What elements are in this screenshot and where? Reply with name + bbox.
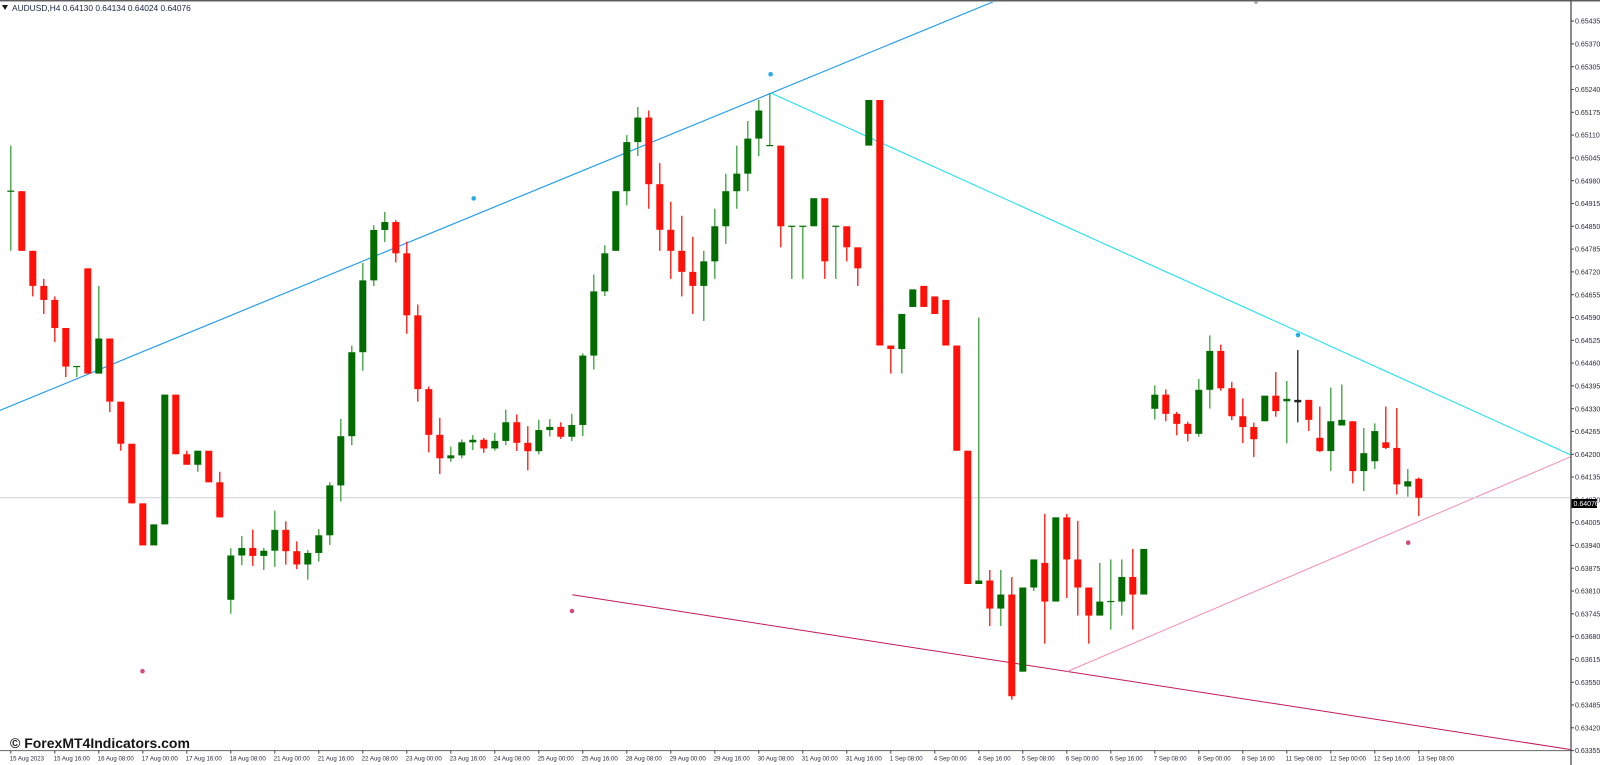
svg-text:0.63810: 0.63810 xyxy=(1575,589,1600,596)
svg-text:AUDUSD,H4 0.64130 0.64134 0.: AUDUSD,H4 0.64130 0.64134 0.64024 0.6407… xyxy=(12,3,191,13)
svg-text:12 Sep 16:00: 12 Sep 16:00 xyxy=(1374,756,1411,763)
svg-text:1 Sep 08:00: 1 Sep 08:00 xyxy=(890,756,923,763)
svg-text:0.64525: 0.64525 xyxy=(1575,338,1600,345)
svg-text:22 Aug 08:00: 22 Aug 08:00 xyxy=(362,756,399,763)
svg-text:0.64135: 0.64135 xyxy=(1575,475,1600,482)
svg-text:0.64785: 0.64785 xyxy=(1575,247,1600,254)
svg-text:12 Sep 00:00: 12 Sep 00:00 xyxy=(1330,756,1367,763)
svg-text:7 Sep 08:00: 7 Sep 08:00 xyxy=(1154,756,1187,763)
svg-text:24 Aug 08:00: 24 Aug 08:00 xyxy=(494,756,531,763)
svg-text:4 Sep 00:00: 4 Sep 00:00 xyxy=(934,756,967,763)
svg-text:0.63875: 0.63875 xyxy=(1575,566,1600,573)
svg-text:23 Aug 00:00: 23 Aug 00:00 xyxy=(406,756,443,763)
svg-text:30 Aug 08:00: 30 Aug 08:00 xyxy=(758,756,795,763)
svg-text:0.64655: 0.64655 xyxy=(1575,292,1600,299)
svg-text:17 Aug 16:00: 17 Aug 16:00 xyxy=(186,756,223,763)
svg-text:6 Sep 00:00: 6 Sep 00:00 xyxy=(1066,756,1099,763)
svg-text:0.63420: 0.63420 xyxy=(1575,725,1600,732)
svg-text:21 Aug 16:00: 21 Aug 16:00 xyxy=(318,756,355,763)
svg-text:0.65175: 0.65175 xyxy=(1575,110,1600,117)
svg-text:17 Aug 00:00: 17 Aug 00:00 xyxy=(142,756,179,763)
svg-text:15 Aug 2023: 15 Aug 2023 xyxy=(10,756,45,763)
svg-text:0.64200: 0.64200 xyxy=(1575,452,1600,459)
svg-text:16 Aug 08:00: 16 Aug 08:00 xyxy=(98,756,135,763)
svg-text:0.63680: 0.63680 xyxy=(1575,634,1600,641)
svg-text:0.65305: 0.65305 xyxy=(1575,64,1600,71)
svg-text:0.63355: 0.63355 xyxy=(1575,748,1600,755)
svg-text:0.65240: 0.65240 xyxy=(1575,87,1600,94)
svg-text:15 Aug 16:00: 15 Aug 16:00 xyxy=(54,756,91,763)
svg-text:29 Aug 00:00: 29 Aug 00:00 xyxy=(670,756,707,763)
svg-text:0.65045: 0.65045 xyxy=(1575,155,1600,162)
svg-text:5 Sep 08:00: 5 Sep 08:00 xyxy=(1022,756,1055,763)
svg-text:0.63485: 0.63485 xyxy=(1575,703,1600,710)
svg-text:0.63745: 0.63745 xyxy=(1575,611,1600,618)
svg-text:6 Sep 16:00: 6 Sep 16:00 xyxy=(1110,756,1143,763)
svg-text:4 Sep 16:00: 4 Sep 16:00 xyxy=(978,756,1011,763)
svg-text:0.64076: 0.64076 xyxy=(1574,501,1599,508)
svg-text:25 Aug 16:00: 25 Aug 16:00 xyxy=(582,756,619,763)
svg-text:0.65435: 0.65435 xyxy=(1575,19,1600,26)
svg-text:31 Aug 16:00: 31 Aug 16:00 xyxy=(846,756,883,763)
svg-text:0.63615: 0.63615 xyxy=(1575,657,1600,664)
svg-text:8 Sep 16:00: 8 Sep 16:00 xyxy=(1242,756,1275,763)
svg-text:21 Aug 00:00: 21 Aug 00:00 xyxy=(274,756,311,763)
svg-text:8 Sep 00:00: 8 Sep 00:00 xyxy=(1198,756,1231,763)
svg-text:0.64330: 0.64330 xyxy=(1575,406,1600,413)
svg-text:0.64915: 0.64915 xyxy=(1575,201,1600,208)
svg-text:13 Sep 08:00: 13 Sep 08:00 xyxy=(1418,756,1455,763)
svg-text:0.64460: 0.64460 xyxy=(1575,361,1600,368)
svg-text:0.65370: 0.65370 xyxy=(1575,42,1600,49)
svg-text:0.65110: 0.65110 xyxy=(1575,133,1600,140)
svg-text:0.64005: 0.64005 xyxy=(1575,520,1600,527)
svg-text:0.64980: 0.64980 xyxy=(1575,178,1600,185)
svg-text:0.64265: 0.64265 xyxy=(1575,429,1600,436)
svg-text:© ForexMT4Indicators.com: © ForexMT4Indicators.com xyxy=(10,735,190,751)
svg-text:31 Aug 00:00: 31 Aug 00:00 xyxy=(802,756,839,763)
svg-text:18 Aug 08:00: 18 Aug 08:00 xyxy=(230,756,267,763)
svg-text:0.64590: 0.64590 xyxy=(1575,315,1600,322)
svg-text:28 Aug 08:00: 28 Aug 08:00 xyxy=(626,756,663,763)
svg-text:25 Aug 00:00: 25 Aug 00:00 xyxy=(538,756,575,763)
svg-text:23 Aug 16:00: 23 Aug 16:00 xyxy=(450,756,487,763)
svg-text:0.64720: 0.64720 xyxy=(1575,269,1600,276)
svg-text:0.63940: 0.63940 xyxy=(1575,543,1600,550)
svg-text:0.63550: 0.63550 xyxy=(1575,680,1600,687)
svg-text:0.64850: 0.64850 xyxy=(1575,224,1600,231)
svg-text:29 Aug 16:00: 29 Aug 16:00 xyxy=(714,756,751,763)
svg-text:11 Sep 08:00: 11 Sep 08:00 xyxy=(1286,756,1322,763)
svg-text:0.64395: 0.64395 xyxy=(1575,383,1600,390)
